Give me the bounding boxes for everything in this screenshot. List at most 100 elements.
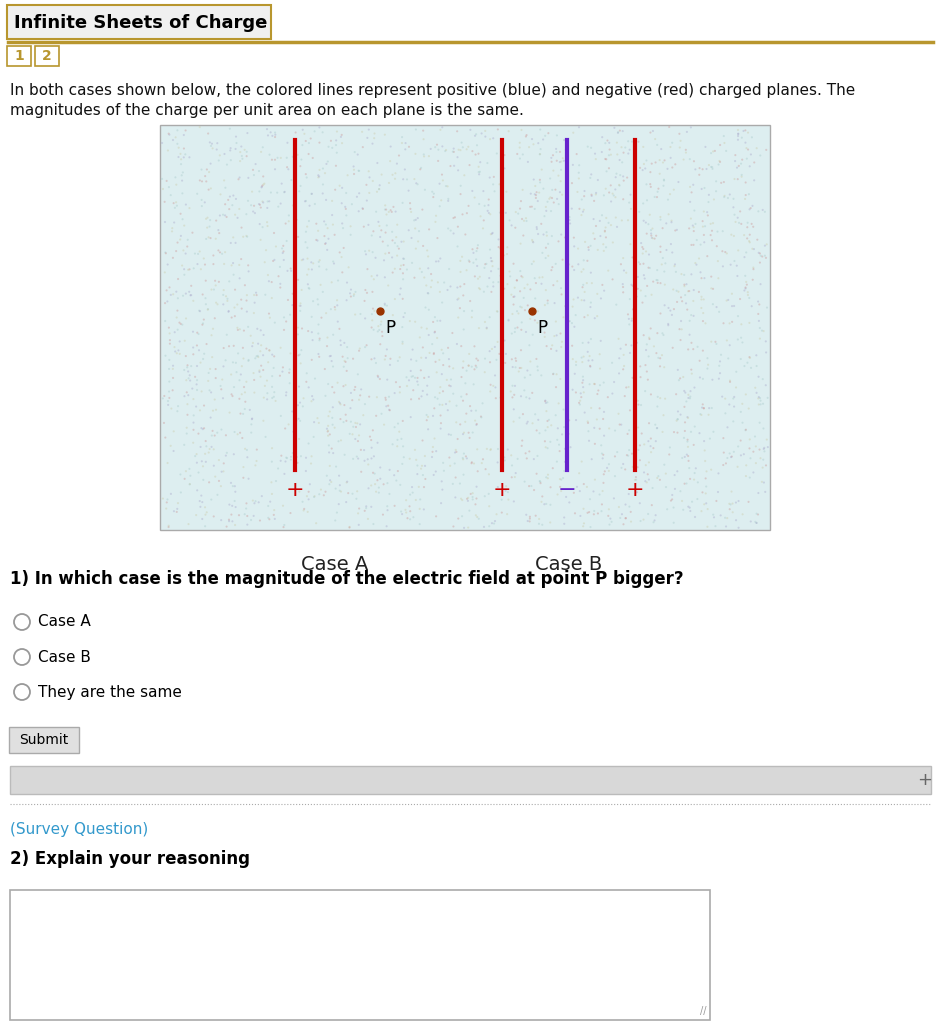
Point (537, 325, 552, 341)
Point (723, 186, 738, 203)
Point (615, 456, 630, 472)
Point (244, 197, 259, 213)
Point (657, 171, 672, 187)
Point (616, 516, 631, 532)
Point (625, 459, 640, 475)
Point (276, 359, 291, 376)
Point (497, 160, 512, 176)
Point (393, 504, 408, 520)
Point (212, 452, 227, 468)
Point (689, 231, 704, 248)
Point (680, 431, 695, 447)
Point (293, 413, 308, 429)
Point (590, 286, 605, 302)
Point (753, 254, 768, 270)
Point (293, 295, 308, 311)
Point (586, 211, 601, 227)
Point (686, 341, 701, 357)
Point (646, 123, 661, 139)
Point (264, 379, 279, 395)
Point (565, 338, 580, 354)
Text: Submit: Submit (20, 733, 69, 746)
Point (641, 433, 656, 450)
Point (575, 375, 590, 391)
Point (337, 335, 352, 351)
Point (171, 342, 186, 358)
Point (596, 237, 611, 253)
Point (198, 195, 213, 211)
Point (380, 475, 395, 492)
Point (576, 276, 591, 293)
Point (193, 354, 208, 371)
Point (693, 406, 708, 422)
Point (221, 303, 236, 319)
Point (383, 153, 398, 169)
Point (539, 403, 554, 420)
Point (613, 417, 628, 433)
Point (365, 300, 380, 316)
Point (181, 516, 196, 532)
Point (635, 246, 650, 262)
Point (321, 376, 336, 392)
Point (195, 316, 210, 333)
Point (578, 233, 593, 250)
Point (572, 396, 587, 413)
Point (481, 197, 496, 213)
Point (443, 279, 458, 295)
Point (403, 486, 418, 503)
Point (453, 416, 468, 432)
Point (540, 470, 555, 486)
Point (691, 474, 706, 490)
Point (622, 422, 637, 438)
Point (695, 371, 710, 387)
Point (643, 124, 658, 140)
Point (415, 339, 430, 355)
Point (595, 129, 610, 145)
Point (253, 323, 268, 339)
Point (336, 414, 351, 430)
Point (510, 451, 525, 467)
Point (263, 309, 278, 326)
Point (471, 166, 486, 182)
Point (385, 249, 400, 265)
Point (709, 173, 724, 189)
Point (494, 492, 509, 508)
Point (260, 200, 275, 216)
Point (587, 310, 602, 327)
Point (433, 421, 448, 437)
Point (695, 161, 710, 177)
Point (576, 372, 591, 388)
Point (730, 122, 745, 138)
Point (430, 274, 445, 291)
Point (319, 305, 334, 322)
Point (530, 358, 545, 375)
Point (577, 404, 592, 421)
Point (367, 303, 382, 319)
Point (388, 171, 403, 187)
Point (742, 226, 758, 243)
Point (186, 408, 201, 424)
Point (479, 319, 494, 336)
Point (513, 263, 528, 280)
Point (642, 415, 657, 431)
Point (436, 357, 451, 374)
Point (389, 374, 404, 390)
Point (157, 264, 172, 281)
Point (682, 194, 697, 210)
Point (455, 492, 470, 508)
Point (749, 357, 764, 374)
Point (614, 256, 629, 272)
Point (454, 490, 469, 507)
Point (458, 449, 473, 465)
Point (705, 159, 720, 175)
Point (162, 360, 177, 377)
Point (758, 377, 774, 393)
Point (274, 175, 289, 191)
Point (239, 292, 254, 308)
Point (533, 122, 548, 138)
Point (706, 143, 721, 160)
Point (743, 513, 758, 529)
Point (753, 275, 768, 292)
Point (306, 429, 321, 445)
Point (177, 266, 192, 283)
